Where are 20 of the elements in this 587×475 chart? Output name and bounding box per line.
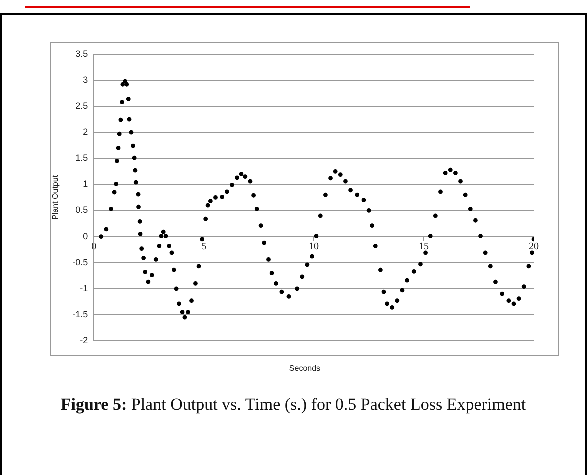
y-tick-label: 2.5	[76, 100, 88, 111]
x-tick-label: 10	[309, 241, 320, 252]
x-axis-title: Seconds	[288, 364, 322, 373]
y-tick-label: 1	[83, 179, 88, 190]
y-tick-label: 3	[83, 74, 88, 85]
y-tick-label: 1.5	[76, 153, 88, 164]
y-tick-label: 3.5	[76, 48, 88, 59]
y-tick-label: -1	[80, 283, 88, 294]
y-tick-label: 0.5	[76, 205, 88, 216]
y-tick-label: 2	[83, 127, 88, 138]
text: Plant Output vs. Time (s.) for 0.5 Packet Loss Experiment	[130, 395, 526, 414]
x-tick-label: 5	[202, 241, 207, 252]
y-tick-label: 0	[83, 231, 88, 242]
x-tick-label: 15	[419, 241, 430, 252]
y-tick-label: -0.5	[72, 257, 88, 268]
caption: Figure 5:	[60, 395, 128, 414]
x-tick-label: 20	[529, 241, 539, 252]
y-axis-title: Plant Output	[51, 174, 60, 220]
y-tick-label: -2	[80, 335, 88, 346]
y-tick-label: -1.5	[72, 309, 88, 320]
